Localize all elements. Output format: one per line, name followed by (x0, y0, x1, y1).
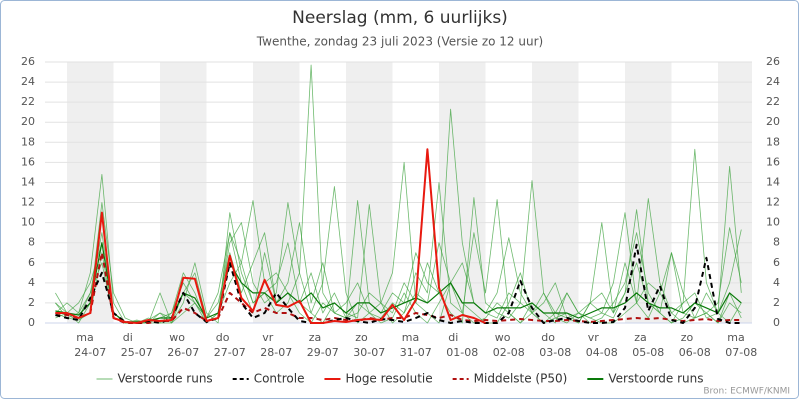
y2-tick-label: 4 (773, 276, 780, 289)
y2-tick-label: 2 (773, 296, 780, 309)
series-line (55, 251, 742, 324)
y-tick-label: 4 (28, 276, 35, 289)
x-tick-date: 30-07 (353, 346, 385, 359)
day-shade (346, 62, 393, 323)
x-tick-date: 27-07 (214, 346, 246, 359)
day-shade (718, 62, 752, 323)
legend-label: Verstoorde runs (118, 372, 213, 386)
chart-subtitle: Twenthe, zondag 23 juli 2023 (Versie zo … (256, 35, 543, 49)
y2-tick-label: 20 (766, 115, 780, 128)
x-tick-date: 28-07 (260, 346, 292, 359)
y2-tick-label: 26 (766, 55, 780, 68)
x-tick-date: 01-08 (446, 346, 478, 359)
y-tick-label: 26 (21, 55, 35, 68)
series-line (55, 243, 742, 324)
x-tick-label: za (309, 331, 322, 344)
x-tick-label: di (123, 331, 133, 344)
y-tick-label: 14 (21, 175, 35, 188)
x-tick-label: zo (355, 331, 368, 344)
legend-label: Middelste (P50) (474, 372, 568, 386)
x-tick-label: za (634, 331, 647, 344)
x-tick-date: 29-07 (307, 346, 339, 359)
y-tick-label: 18 (21, 135, 35, 148)
legend: Verstoorde runs Controle Hoge resolutie Mid… (96, 372, 703, 386)
y2-tick-label: 6 (773, 256, 780, 269)
y2-tick-label: 0 (773, 316, 780, 329)
y-tick-label: 8 (28, 236, 35, 249)
x-tick-label: vr (588, 331, 600, 344)
x-tick-label: wo (169, 331, 185, 344)
y-tick-label: 16 (21, 155, 35, 168)
x-tick-label: ma (402, 331, 419, 344)
x-tick-date: 02-08 (493, 346, 525, 359)
y-tick-label: 10 (21, 216, 35, 229)
x-tick-label: di (448, 331, 458, 344)
x-tick-date: 03-08 (539, 346, 571, 359)
y2-tick-label: 24 (766, 75, 780, 88)
y2-tick-label: 14 (766, 175, 780, 188)
x-tick-label: zo (681, 331, 694, 344)
y-tick-label: 2 (28, 296, 35, 309)
day-shade (439, 62, 486, 323)
x-tick-date: 06-08 (679, 346, 711, 359)
chart-title: Neerslag (mm, 6 uurlijks) (292, 8, 508, 28)
legend-label: Controle (254, 372, 305, 386)
y2-tick-label: 12 (766, 196, 780, 209)
legend-label: Verstoorde runs (608, 372, 703, 386)
x-tick-date: 04-08 (586, 346, 618, 359)
y-tick-label: 12 (21, 196, 35, 209)
x-tick-label: ma (727, 331, 744, 344)
x-tick-date: 24-07 (74, 346, 106, 359)
source: Bron: ECMWF/KNMI (703, 387, 790, 397)
y2-tick-label: 10 (766, 216, 780, 229)
day-shade (253, 62, 300, 323)
x-tick-label: do (541, 331, 555, 344)
y-tick-label: 20 (21, 115, 35, 128)
x-tick-date: 25-07 (121, 346, 153, 359)
series-line (55, 148, 486, 324)
x-tick-date: 05-08 (632, 346, 664, 359)
day-shade (625, 62, 672, 323)
x-tick-date: 31-07 (400, 346, 432, 359)
y-tick-label: 24 (21, 75, 35, 88)
day-shade (532, 62, 579, 323)
y-tick-label: 6 (28, 256, 35, 269)
ensemble-line (55, 148, 742, 324)
x-tick-date: 07-08 (725, 346, 757, 359)
ensemble-line (55, 209, 742, 324)
x-tick-date: 26-07 (167, 346, 199, 359)
y2-tick-label: 18 (766, 135, 780, 148)
x-tick-label: ma (76, 331, 93, 344)
x-tick-label: wo (495, 331, 511, 344)
y-tick-label: 22 (21, 95, 35, 108)
x-tick-label: do (216, 331, 230, 344)
x-tick-label: vr (262, 331, 274, 344)
y-tick-label: 0 (28, 316, 35, 329)
y2-tick-label: 16 (766, 155, 780, 168)
y2-tick-label: 8 (773, 236, 780, 249)
y2-tick-label: 22 (766, 95, 780, 108)
legend-label: Hoge resolutie (345, 372, 432, 386)
